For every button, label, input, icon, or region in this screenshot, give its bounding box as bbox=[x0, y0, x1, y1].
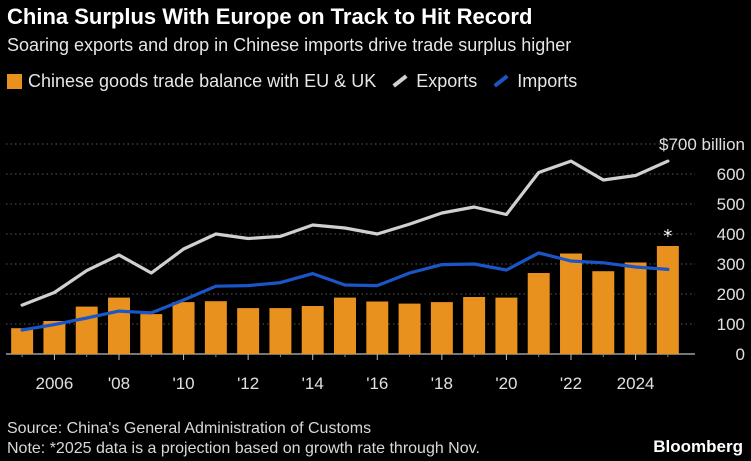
imports-line bbox=[20, 251, 670, 332]
legend-label-balance: Chinese goods trade balance with EU & UK bbox=[28, 70, 377, 91]
legend: Chinese goods trade balance with EU & UK… bbox=[7, 70, 593, 92]
legend-swatch-balance bbox=[7, 73, 22, 89]
bar bbox=[269, 308, 292, 354]
bar bbox=[592, 271, 615, 354]
bar bbox=[656, 246, 679, 354]
legend-item-imports: Imports bbox=[493, 71, 577, 92]
y-tick-label: 100 bbox=[717, 315, 745, 334]
bloomberg-logo: Bloomberg bbox=[653, 437, 743, 456]
chart-title: China Surplus With Europe on Track to Hi… bbox=[7, 4, 533, 29]
source-note: Source: China's General Administration o… bbox=[7, 420, 372, 437]
chart-subtitle: Soaring exports and drop in Chinese impo… bbox=[7, 35, 572, 55]
legend-label-exports: Exports bbox=[416, 70, 478, 91]
bar bbox=[398, 303, 421, 354]
x-tick-label: '10 bbox=[172, 374, 194, 393]
x-tick-label: 2024 bbox=[617, 374, 655, 393]
bar bbox=[495, 297, 518, 354]
bar bbox=[43, 321, 66, 354]
y-tick-label: 200 bbox=[717, 285, 745, 304]
bar bbox=[172, 302, 195, 354]
bar bbox=[204, 301, 227, 354]
bar bbox=[560, 253, 582, 354]
x-tick-label: '12 bbox=[237, 374, 259, 393]
bar bbox=[237, 308, 260, 354]
x-tick-label: 2006 bbox=[36, 374, 74, 393]
x-tick-label: '22 bbox=[560, 374, 582, 393]
bar bbox=[366, 301, 389, 354]
y-tick-label: 400 bbox=[717, 225, 745, 244]
bar bbox=[75, 306, 98, 354]
bar bbox=[527, 273, 550, 354]
exports-line bbox=[20, 159, 670, 307]
bar bbox=[334, 297, 356, 354]
bar bbox=[463, 297, 486, 354]
legend-label-imports: Imports bbox=[517, 70, 578, 91]
bar bbox=[108, 297, 130, 354]
x-tick-label: '18 bbox=[431, 374, 453, 393]
bar bbox=[624, 262, 647, 354]
bar bbox=[430, 302, 453, 354]
y-tick-label: $700 billion bbox=[659, 135, 745, 154]
y-tick-label: 0 bbox=[736, 345, 745, 364]
projection-asterisk: * bbox=[663, 226, 672, 247]
x-tick-label: '14 bbox=[302, 374, 324, 393]
y-tick-label: 300 bbox=[717, 255, 745, 274]
bar bbox=[140, 314, 163, 354]
footnote: Note: *2025 data is a projection based o… bbox=[7, 440, 480, 457]
y-tick-label: 600 bbox=[717, 165, 745, 184]
x-tick-label: '08 bbox=[108, 374, 130, 393]
legend-item-balance: Chinese goods trade balance with EU & UK bbox=[7, 71, 376, 92]
legend-item-exports: Exports bbox=[392, 71, 477, 92]
x-tick-label: '16 bbox=[366, 374, 388, 393]
bar bbox=[11, 328, 34, 354]
y-tick-label: 500 bbox=[717, 195, 745, 214]
bar bbox=[301, 306, 324, 354]
x-tick-label: '20 bbox=[495, 374, 517, 393]
